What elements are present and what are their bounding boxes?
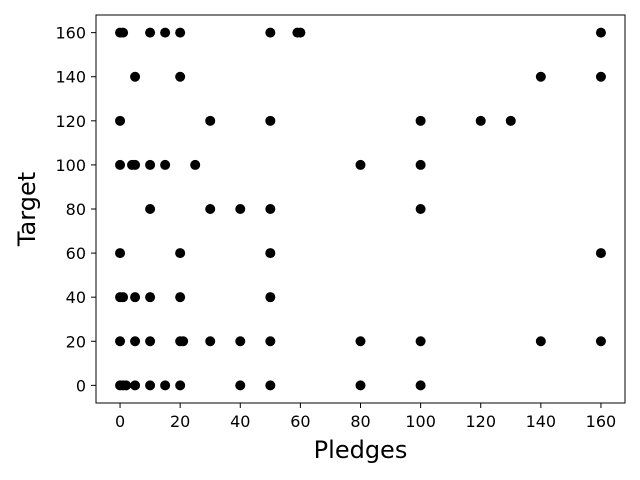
data-point — [190, 159, 201, 170]
data-point — [118, 292, 129, 303]
y-tick-label: 120 — [55, 112, 86, 131]
y-tick-label: 60 — [66, 244, 86, 263]
x-axis-title: Pledges — [314, 436, 408, 464]
data-point — [205, 336, 216, 347]
y-tick-label: 20 — [66, 332, 86, 351]
x-tick-label: 100 — [405, 412, 436, 431]
data-point — [121, 380, 132, 391]
data-point — [355, 159, 366, 170]
data-point — [145, 336, 156, 347]
data-point — [235, 380, 246, 391]
x-tick-label: 20 — [170, 412, 190, 431]
data-point — [265, 115, 276, 126]
data-point — [535, 336, 546, 347]
data-point — [505, 115, 516, 126]
data-point — [130, 71, 141, 82]
data-point — [595, 71, 606, 82]
data-point — [160, 159, 171, 170]
data-point — [145, 204, 156, 214]
data-point — [595, 27, 606, 38]
y-axis-title: Target — [13, 172, 41, 247]
data-point — [145, 27, 156, 38]
data-point — [130, 380, 141, 391]
data-point — [475, 115, 486, 126]
data-point — [235, 204, 246, 214]
data-point — [265, 336, 276, 347]
data-point — [115, 248, 126, 259]
y-tick-label: 0 — [76, 376, 86, 395]
data-point — [145, 292, 156, 303]
data-point — [145, 380, 156, 391]
y-tick-label: 100 — [55, 156, 86, 175]
data-point — [415, 336, 426, 347]
x-tick-label: 120 — [465, 412, 496, 431]
data-point — [115, 159, 126, 170]
y-tick-label: 40 — [66, 288, 86, 307]
data-point — [595, 336, 606, 347]
data-point — [235, 336, 246, 347]
data-point — [265, 248, 276, 259]
x-tick-label: 160 — [586, 412, 617, 431]
plot-frame — [95, 14, 626, 404]
data-point — [118, 27, 129, 38]
data-point — [175, 71, 186, 82]
data-point — [355, 380, 366, 391]
data-point — [175, 380, 186, 391]
data-point — [265, 292, 276, 303]
data-point — [145, 159, 156, 170]
data-point — [175, 248, 186, 259]
data-point — [160, 27, 171, 38]
x-tick-label: 80 — [350, 412, 370, 431]
data-point — [265, 380, 276, 391]
x-tick-label: 40 — [230, 412, 250, 431]
y-tick-label: 140 — [55, 68, 86, 87]
data-point — [415, 204, 426, 214]
data-points — [115, 27, 606, 391]
data-point — [415, 115, 426, 126]
data-point — [355, 336, 366, 347]
data-point — [265, 27, 276, 38]
x-tick-label: 140 — [526, 412, 557, 431]
data-point — [178, 336, 189, 347]
data-point — [130, 336, 141, 347]
y-tick-label: 80 — [66, 200, 86, 219]
data-point — [130, 292, 141, 303]
data-point — [595, 248, 606, 259]
data-point — [175, 27, 186, 38]
data-point — [130, 159, 141, 170]
data-point — [115, 115, 126, 126]
x-tick-label: 0 — [115, 412, 125, 431]
data-point — [205, 115, 216, 126]
y-axis-ticks: 0 20 40 60 80 100 120 140 160 — [55, 24, 96, 395]
data-point — [175, 292, 186, 303]
data-point — [535, 71, 546, 82]
data-point — [265, 204, 276, 214]
data-point — [160, 380, 171, 391]
data-point — [205, 204, 216, 214]
x-tick-label: 60 — [290, 412, 310, 431]
x-axis-ticks: 0 20 40 60 80 100 120 140 160 — [115, 403, 616, 431]
data-point — [295, 27, 306, 38]
data-point — [115, 336, 126, 347]
y-tick-label: 160 — [55, 24, 86, 43]
data-point — [415, 159, 426, 170]
data-point — [415, 380, 426, 391]
